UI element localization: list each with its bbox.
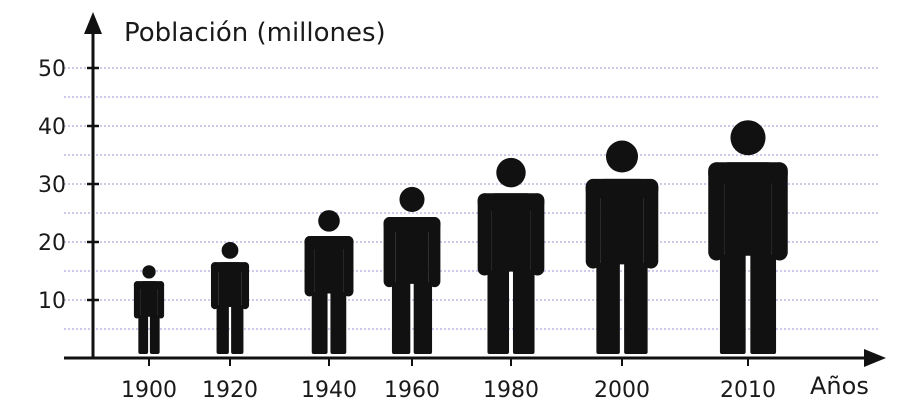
person-figure bbox=[477, 157, 545, 354]
person-figure bbox=[383, 186, 441, 354]
figure-right-leg bbox=[512, 269, 535, 354]
person-figure bbox=[585, 140, 659, 354]
x-tick-label: 2010 bbox=[720, 378, 776, 403]
figure-right-leg bbox=[413, 281, 433, 354]
figure-left-arm bbox=[585, 178, 601, 269]
figure-shoulders bbox=[585, 178, 659, 199]
figure-torso bbox=[140, 281, 158, 317]
x-tick-label: 1900 bbox=[121, 378, 177, 403]
figure-head bbox=[399, 186, 425, 212]
x-axis-title: Años bbox=[810, 372, 869, 400]
y-axis-arrow bbox=[84, 12, 102, 34]
figure-left-leg bbox=[487, 269, 510, 354]
figure-shoulders bbox=[133, 281, 165, 290]
figure-left-leg bbox=[391, 281, 411, 354]
figure-torso bbox=[395, 216, 429, 284]
y-ticks: 10 20 30 40 50 bbox=[38, 57, 99, 314]
figure-right-arm bbox=[343, 236, 354, 297]
figure-torso bbox=[724, 162, 772, 256]
figure-left-arm bbox=[708, 162, 725, 261]
figure-shoulders bbox=[708, 162, 788, 184]
x-ticks: 1900 1920 1940 1960 1980 2000 2010 bbox=[121, 358, 776, 403]
figure-torso bbox=[314, 236, 344, 294]
y-tick-label: 40 bbox=[38, 115, 66, 140]
person-figure bbox=[708, 120, 788, 354]
figure-head bbox=[221, 242, 239, 259]
figure-shoulders bbox=[210, 262, 250, 273]
figure-right-leg bbox=[231, 304, 244, 354]
figure-shoulders bbox=[383, 216, 441, 233]
figure-torso bbox=[218, 262, 242, 307]
y-tick-label: 30 bbox=[38, 173, 66, 198]
figure-right-arm bbox=[771, 162, 788, 261]
figure-right-arm bbox=[241, 262, 250, 310]
person-figure bbox=[133, 265, 165, 354]
grid-lines bbox=[64, 67, 880, 330]
figure-shoulders bbox=[304, 236, 354, 249]
x-axis-arrow bbox=[864, 349, 886, 367]
x-tick-label: 1960 bbox=[384, 378, 440, 403]
figure-left-leg bbox=[216, 304, 229, 354]
person-figure bbox=[210, 242, 250, 354]
figure-right-leg bbox=[750, 253, 777, 354]
figure-right-leg bbox=[624, 262, 648, 354]
figure-right-leg bbox=[149, 314, 160, 354]
figure-left-leg bbox=[311, 291, 328, 354]
x-tick-label: 1980 bbox=[483, 378, 539, 403]
figure-head bbox=[318, 210, 340, 232]
figure-left-leg bbox=[719, 253, 746, 354]
figure-right-arm bbox=[157, 281, 165, 319]
figure-shoulders bbox=[477, 193, 545, 211]
figure-left-arm bbox=[210, 262, 219, 310]
figure-left-leg bbox=[596, 262, 620, 354]
figure-right-arm bbox=[643, 178, 659, 269]
figure-left-arm bbox=[133, 281, 141, 319]
y-axis-title: Población (millones) bbox=[124, 18, 386, 48]
y-tick-label: 20 bbox=[38, 231, 66, 256]
figure-torso bbox=[491, 193, 531, 272]
x-tick-label: 1940 bbox=[301, 378, 357, 403]
figure-right-leg bbox=[330, 291, 347, 354]
person-figure bbox=[304, 210, 354, 354]
figure-head bbox=[605, 140, 639, 173]
figure-right-arm bbox=[428, 216, 441, 288]
x-tick-label: 2000 bbox=[594, 378, 650, 403]
figure-left-arm bbox=[304, 236, 315, 297]
y-tick-label: 50 bbox=[38, 57, 66, 82]
person-figures bbox=[133, 120, 788, 354]
figure-head bbox=[142, 265, 156, 279]
figure-head bbox=[730, 120, 766, 156]
figure-left-arm bbox=[477, 193, 492, 276]
figure-left-arm bbox=[383, 216, 396, 288]
figure-head bbox=[496, 157, 526, 188]
figure-left-leg bbox=[138, 314, 149, 354]
figure-right-arm bbox=[530, 193, 545, 276]
x-tick-label: 1920 bbox=[202, 378, 258, 403]
figure-torso bbox=[600, 178, 644, 265]
y-tick-label: 10 bbox=[38, 289, 66, 314]
